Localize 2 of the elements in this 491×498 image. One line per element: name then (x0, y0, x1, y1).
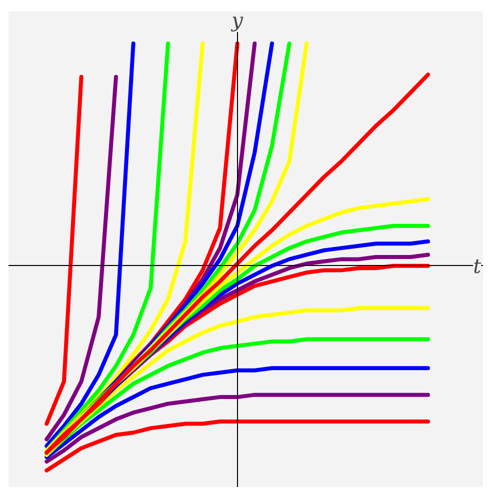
x-axis-title: t (473, 254, 482, 278)
y-axis-title: y (230, 8, 244, 32)
